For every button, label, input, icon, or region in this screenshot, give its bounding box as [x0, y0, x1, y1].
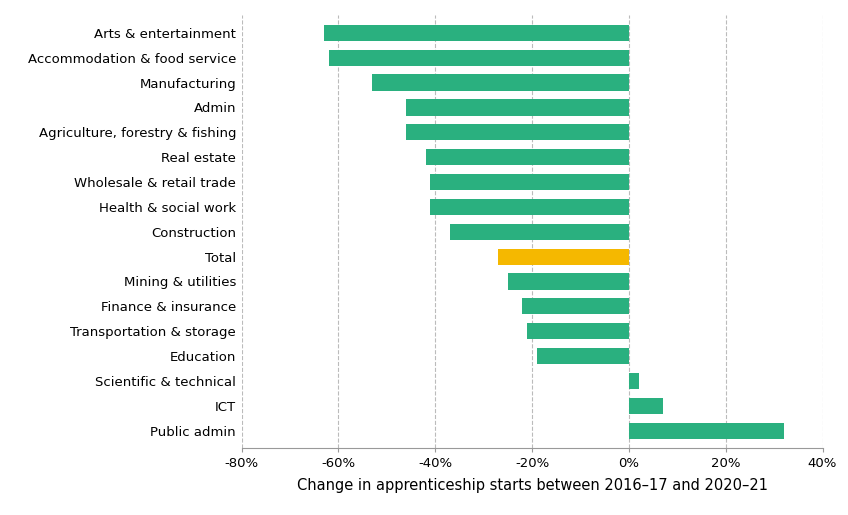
Bar	[629, 398, 663, 414]
Bar	[527, 323, 629, 339]
Bar	[629, 373, 639, 389]
Bar	[499, 249, 629, 265]
Bar	[431, 174, 629, 190]
Bar	[372, 75, 629, 91]
Bar	[324, 25, 629, 41]
Bar	[406, 124, 629, 141]
Bar	[449, 224, 629, 240]
Bar	[426, 149, 629, 165]
Bar	[629, 423, 784, 439]
Bar	[329, 49, 629, 66]
X-axis label: Change in apprenticeship starts between 2016–17 and 2020–21: Change in apprenticeship starts between …	[297, 478, 767, 493]
Bar	[537, 348, 629, 364]
Bar	[508, 273, 629, 289]
Bar	[406, 99, 629, 115]
Bar	[431, 199, 629, 215]
Bar	[522, 298, 629, 315]
